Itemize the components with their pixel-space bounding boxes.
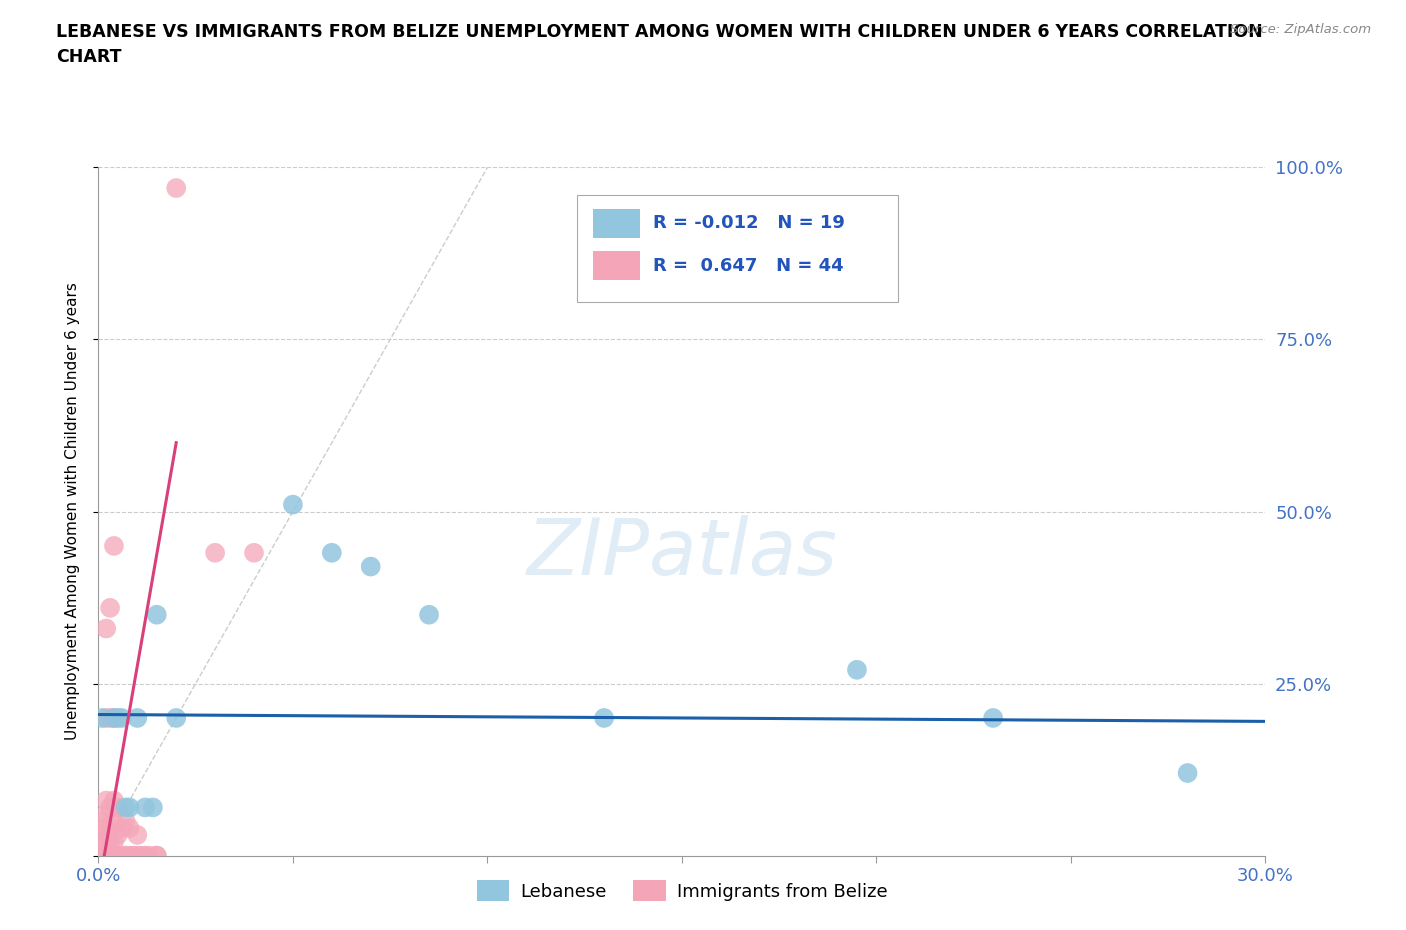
Point (96, 793, 118, 808)
Legend: Lebanese, Immigrants from Belize: Lebanese, Immigrants from Belize (470, 873, 894, 909)
Point (98, 848, 121, 863)
Point (127, 848, 149, 863)
Text: R = -0.012   N = 19: R = -0.012 N = 19 (652, 214, 845, 232)
Point (204, 545, 226, 560)
Point (321, 545, 343, 560)
Point (96, 807, 118, 822)
Point (127, 711, 149, 725)
Point (146, 848, 169, 863)
Point (118, 820, 141, 835)
Point (981, 711, 1004, 725)
Point (91, 814, 114, 829)
Point (118, 800, 141, 815)
Point (243, 545, 266, 560)
Point (418, 607, 440, 622)
Point (98, 800, 121, 815)
Point (114, 814, 136, 829)
Point (142, 800, 165, 815)
Point (146, 848, 169, 863)
Point (103, 793, 125, 808)
Point (96, 834, 118, 849)
Point (127, 828, 149, 843)
Point (360, 559, 382, 574)
Point (98, 834, 121, 849)
Text: Source: ZipAtlas.com: Source: ZipAtlas.com (1230, 23, 1371, 36)
Point (96, 848, 118, 863)
Point (103, 814, 125, 829)
Point (1177, 765, 1199, 780)
Point (281, 498, 304, 512)
Point (107, 800, 129, 815)
Point (103, 538, 125, 553)
Point (103, 834, 125, 849)
Text: CHART: CHART (56, 48, 122, 66)
Point (111, 711, 134, 725)
Point (96, 820, 118, 835)
Point (96, 621, 118, 636)
Point (134, 848, 156, 863)
Text: LEBANESE VS IMMIGRANTS FROM BELIZE UNEMPLOYMENT AMONG WOMEN WITH CHILDREN UNDER : LEBANESE VS IMMIGRANTS FROM BELIZE UNEMP… (56, 23, 1263, 41)
Point (111, 848, 134, 863)
Point (146, 607, 169, 622)
Point (103, 711, 125, 725)
FancyBboxPatch shape (593, 251, 640, 280)
Point (138, 848, 160, 863)
FancyBboxPatch shape (593, 208, 640, 237)
Point (98, 820, 121, 835)
Point (91, 711, 114, 725)
Point (846, 662, 869, 677)
Point (98, 711, 121, 725)
Y-axis label: Unemployment Among Women with Children Under 6 years: Unemployment Among Women with Children U… (65, 283, 80, 740)
Point (98, 601, 121, 616)
Point (134, 800, 156, 815)
Point (96, 711, 118, 725)
Point (111, 820, 134, 835)
Point (91, 848, 114, 863)
Point (165, 711, 187, 725)
Point (107, 848, 129, 863)
Point (103, 711, 125, 725)
Text: ZIPatlas: ZIPatlas (526, 515, 838, 591)
FancyBboxPatch shape (576, 195, 898, 301)
Point (593, 711, 616, 725)
Point (91, 834, 114, 849)
Point (129, 848, 152, 863)
Text: R =  0.647   N = 44: R = 0.647 N = 44 (652, 257, 844, 274)
Point (103, 848, 125, 863)
Point (118, 848, 141, 863)
Point (107, 711, 129, 725)
Point (107, 828, 129, 843)
Point (114, 800, 136, 815)
Point (91, 828, 114, 843)
Point (165, 180, 187, 195)
Point (122, 848, 145, 863)
Point (114, 848, 136, 863)
